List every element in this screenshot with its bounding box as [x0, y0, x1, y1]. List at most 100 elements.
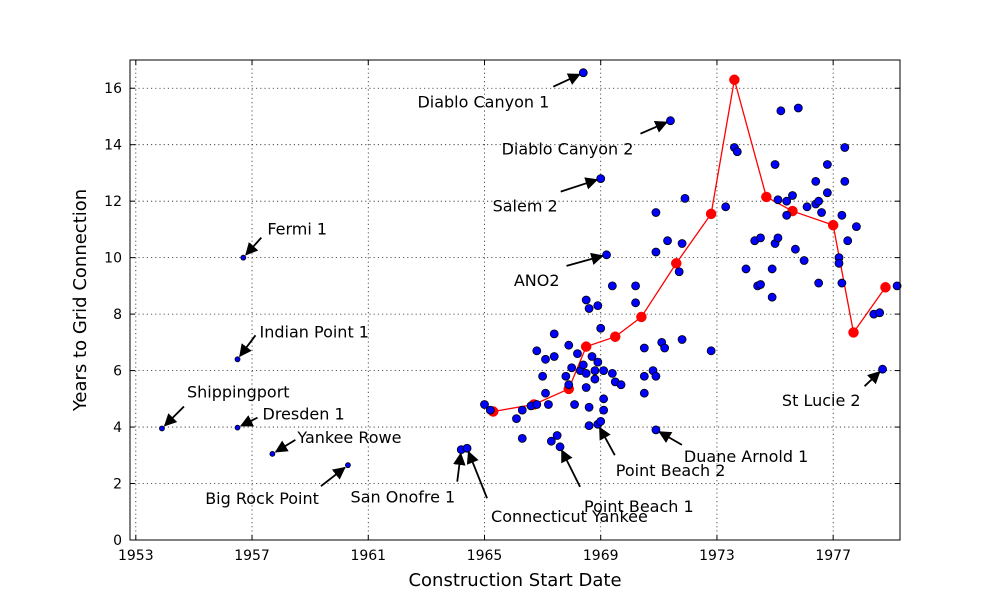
data-point [706, 346, 716, 356]
annotation-label: Connecticut Yankee [491, 507, 648, 526]
data-point [756, 280, 765, 289]
data-point [616, 380, 626, 390]
data-point [732, 147, 742, 157]
annotation-arrow [658, 431, 683, 446]
data-point [811, 177, 821, 186]
annotation-label: ANO2 [514, 271, 560, 290]
data-point [790, 244, 800, 254]
annotation-label: Point Beach 1 [584, 497, 694, 516]
data-point [596, 417, 606, 426]
y-tick-label: 2 [113, 477, 122, 493]
data-point [541, 388, 550, 398]
data-point [581, 295, 591, 305]
data-point [512, 414, 521, 423]
data-point [773, 195, 783, 205]
annotation-arrow [245, 237, 262, 256]
data-point [538, 371, 548, 381]
data-point [599, 366, 609, 375]
annotation-arrow [163, 405, 185, 427]
x-tick-label: 1961 [350, 548, 386, 564]
data-point [651, 247, 661, 257]
data-point [602, 250, 611, 260]
annotation-label: Dresden 1 [263, 405, 345, 424]
y-tick-label: 14 [104, 138, 122, 154]
data-point [892, 281, 902, 291]
x-tick-label: 1957 [234, 548, 270, 564]
trend-point [827, 219, 839, 231]
data-point [578, 68, 588, 78]
data-point [837, 210, 847, 220]
points-layer [159, 68, 902, 469]
annotation-arrow [453, 452, 466, 482]
annotation-label: Salem 2 [493, 197, 558, 216]
annotation-label: Diablo Canyon 2 [502, 140, 634, 159]
data-point [767, 264, 777, 274]
y-tick-label: 6 [113, 364, 122, 380]
data-point [532, 400, 542, 409]
data-point [843, 236, 853, 246]
data-point [590, 366, 600, 375]
data-point [756, 233, 765, 243]
annotation-label: Duane Arnold 1 [684, 447, 808, 466]
x-tick-label: 1973 [699, 548, 735, 564]
annotation-label: Point Beach 2 [616, 461, 726, 480]
annotation-arrow [598, 426, 616, 456]
trend-point [729, 74, 740, 86]
data-point [837, 278, 847, 288]
data-point [782, 196, 792, 206]
annotation-label: Big Rock Point [205, 489, 319, 508]
data-point [234, 356, 241, 363]
data-point [541, 354, 550, 364]
data-point [584, 402, 594, 412]
y-tick-label: 0 [113, 533, 122, 549]
trend-layer [487, 74, 891, 417]
data-point [822, 160, 832, 169]
data-point [555, 442, 565, 452]
data-point [581, 383, 591, 392]
y-tick-label: 12 [104, 194, 122, 210]
data-point [840, 177, 850, 186]
data-point [852, 222, 861, 231]
annotation-arrow [466, 450, 488, 499]
grid-layer [130, 60, 900, 541]
data-point [240, 254, 247, 261]
data-point [345, 462, 351, 469]
data-point [639, 388, 649, 398]
data-point [549, 352, 559, 361]
data-point [517, 433, 527, 443]
trend-point [671, 258, 682, 269]
data-point [677, 239, 687, 248]
trend-point [848, 327, 859, 338]
data-point [767, 292, 777, 302]
data-point [776, 106, 786, 116]
y-tick-label: 10 [104, 251, 122, 267]
data-point [631, 298, 640, 308]
data-point [782, 210, 792, 220]
data-point [651, 425, 661, 435]
trend-line [493, 79, 887, 413]
data-point [651, 208, 661, 217]
data-point [517, 405, 527, 415]
y-axis-title: Years to Grid Connection [70, 189, 91, 412]
x-tick-label: 1965 [467, 548, 503, 564]
data-point [878, 364, 887, 374]
data-point [793, 103, 803, 113]
data-point [666, 116, 675, 126]
tick-layer: 1953 1957 1961 1965 1969 1973 1977 0 2 4 6 8 10 12 14 1… [104, 60, 900, 564]
data-point [840, 143, 850, 152]
data-point [607, 369, 617, 378]
annotation-label: Indian Point 1 [260, 322, 369, 341]
data-point [721, 202, 731, 212]
data-point [599, 394, 609, 404]
data-point [159, 425, 165, 432]
data-point [817, 208, 826, 217]
data-point [544, 400, 553, 409]
data-point [480, 400, 489, 409]
data-point [822, 188, 832, 198]
annotation-arrow [320, 466, 346, 487]
annotation-label: Diablo Canyon 1 [417, 93, 549, 112]
annotation-label: San Onofre 1 [351, 488, 456, 507]
data-point [651, 371, 661, 381]
data-point [639, 343, 649, 353]
